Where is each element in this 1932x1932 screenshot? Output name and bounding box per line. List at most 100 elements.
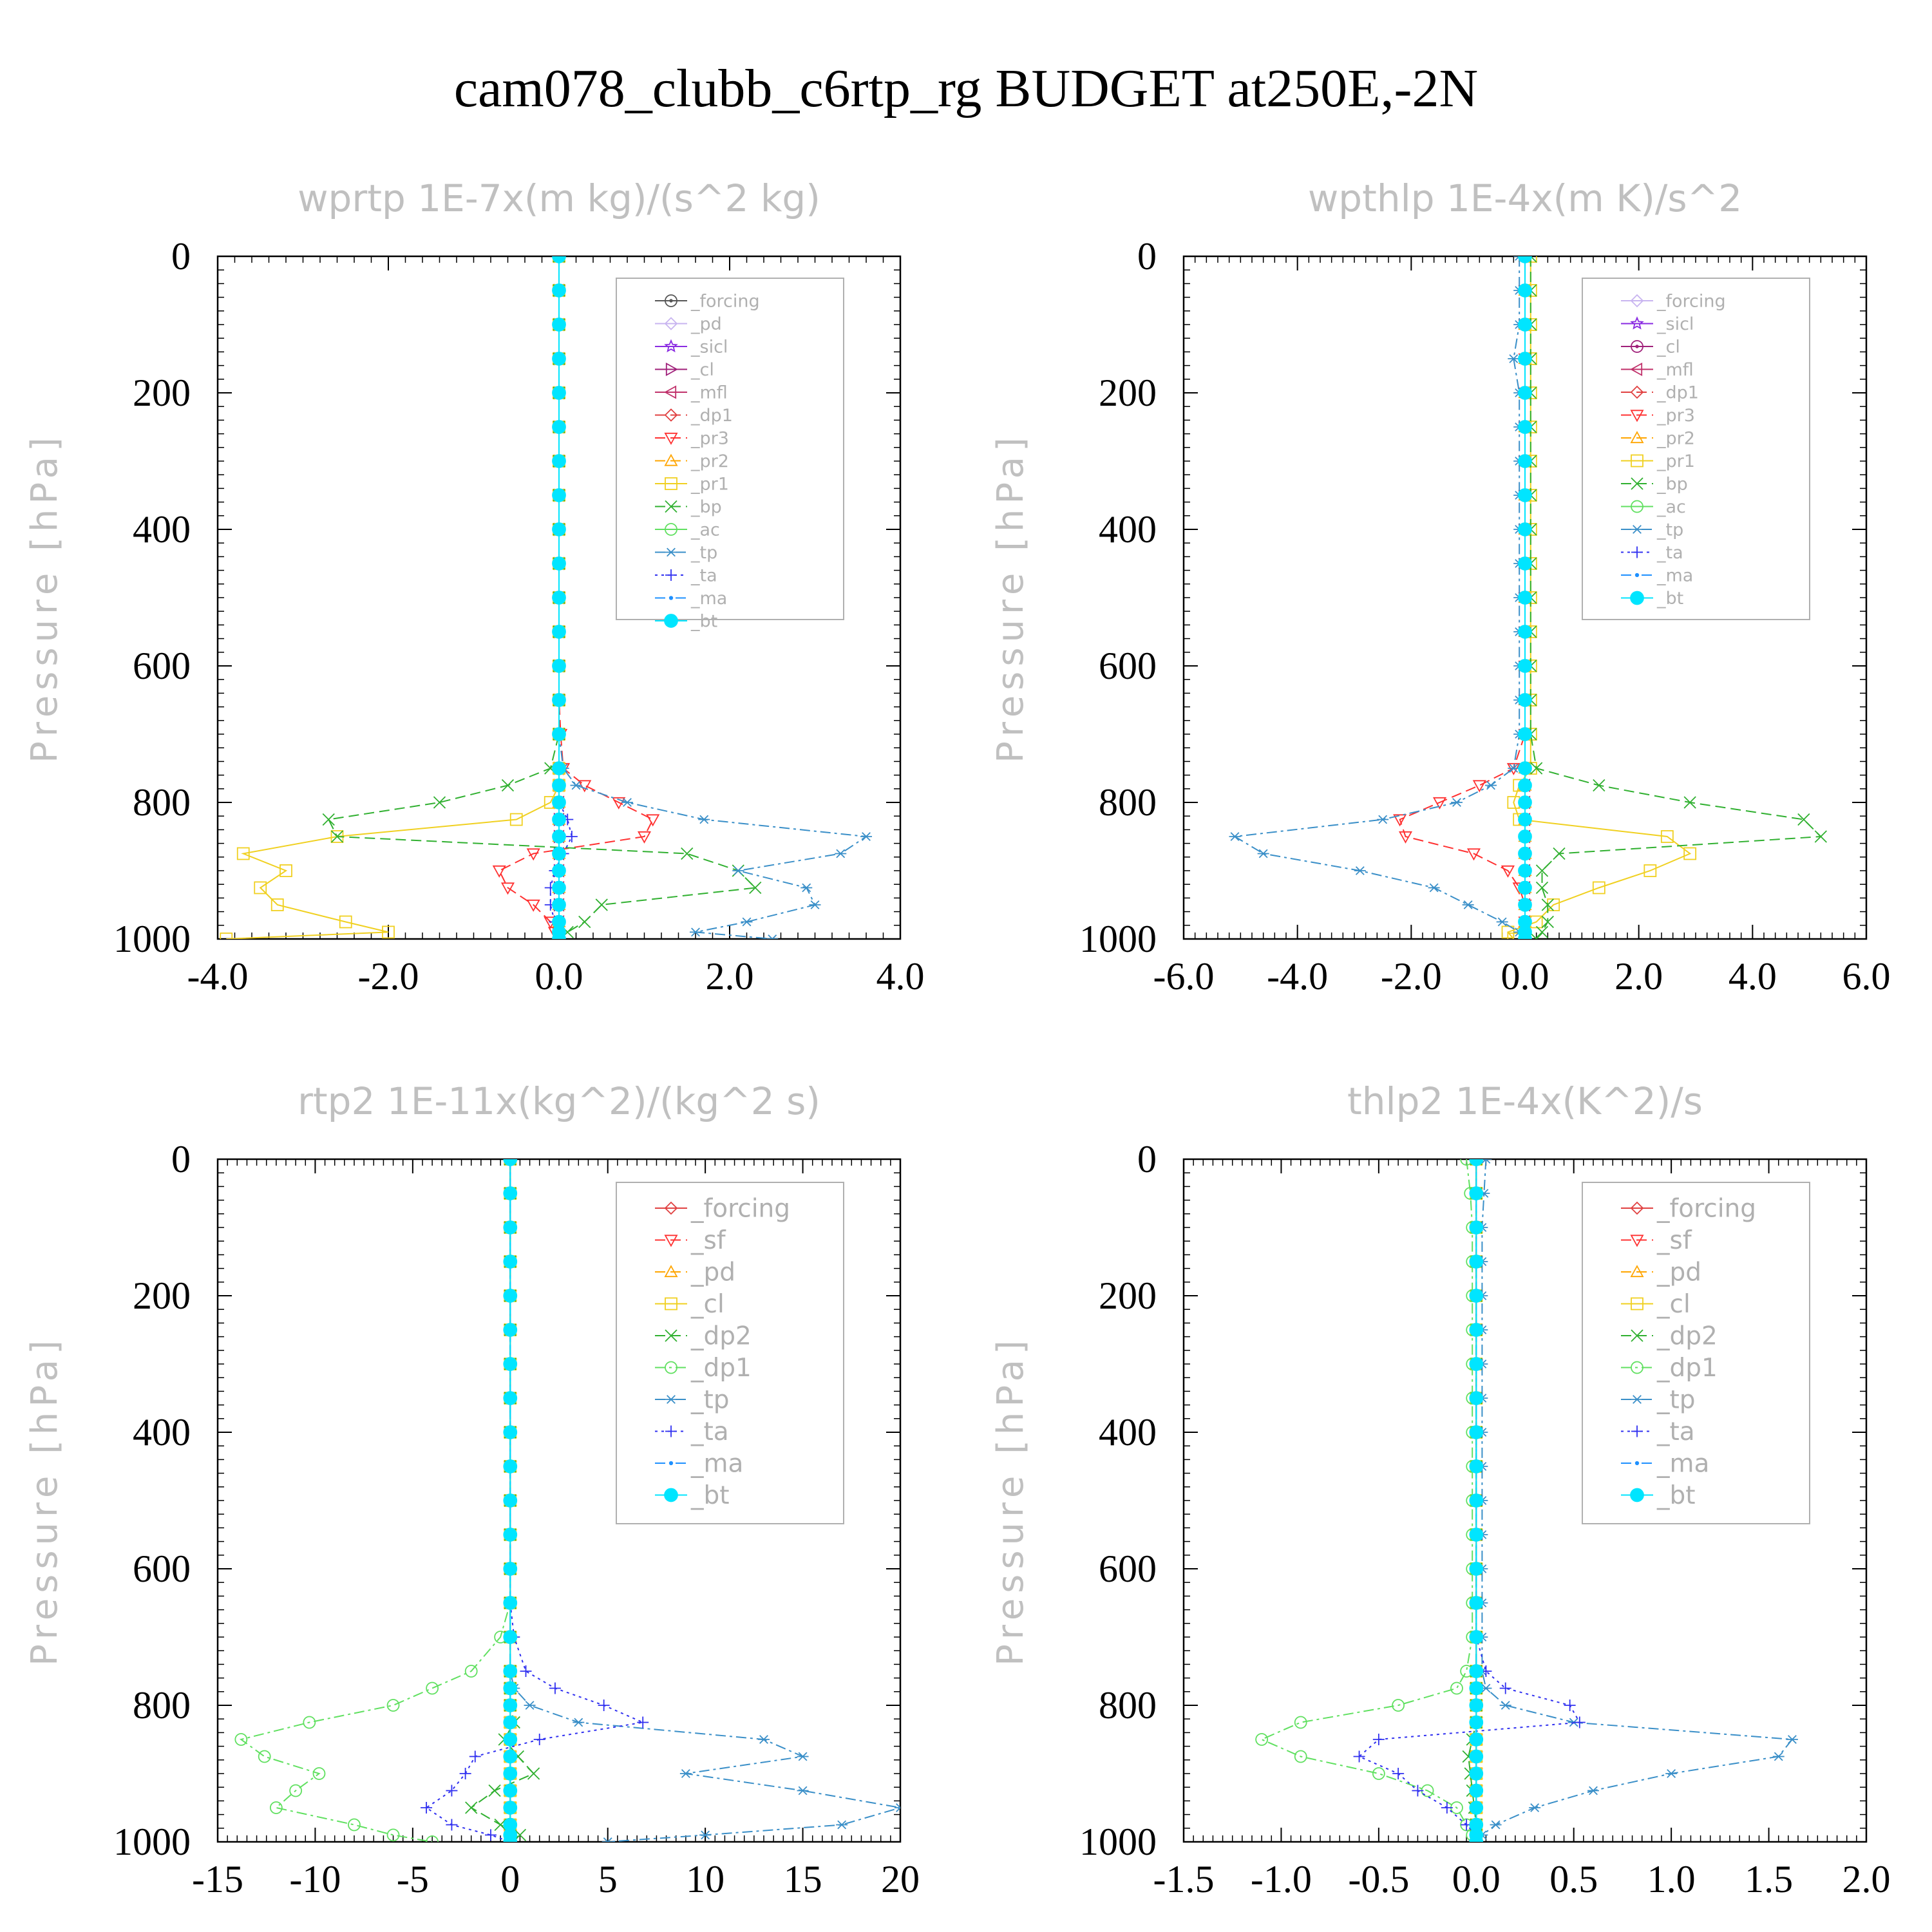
legend-marker xyxy=(664,1488,678,1502)
data-point-dp1 xyxy=(312,1767,326,1780)
legend-label: _bt xyxy=(690,1481,730,1510)
legend-marker xyxy=(1630,362,1643,377)
legend-label: _ma xyxy=(690,1450,743,1479)
legend-marker xyxy=(1634,1461,1640,1466)
data-point-dp2 xyxy=(527,1767,540,1780)
legend-marker xyxy=(665,547,677,557)
legend-label: _pd xyxy=(1656,1258,1701,1287)
legend-marker xyxy=(664,453,678,466)
data-point-ta xyxy=(637,1716,649,1728)
y-tick-label: 400 xyxy=(133,508,191,551)
data-point-bt xyxy=(552,386,566,400)
data-point-dp1 xyxy=(1294,1750,1307,1763)
data-point-bt xyxy=(503,1323,518,1337)
data-point-bp xyxy=(681,847,694,860)
data-point-tp xyxy=(732,866,744,875)
legend-label: _pd xyxy=(690,314,722,334)
data-point-tp xyxy=(1229,832,1241,841)
data-point-bt xyxy=(552,420,566,434)
data-point-dp1 xyxy=(1460,1159,1473,1166)
series-line-tp xyxy=(1233,256,1526,939)
legend-marker xyxy=(1630,591,1644,605)
data-point-pr1 xyxy=(509,813,523,826)
data-point-pr3 xyxy=(1472,780,1486,793)
data-point-pr1 xyxy=(236,847,250,860)
data-point-bt xyxy=(552,880,566,895)
data-point-tp xyxy=(1496,917,1508,927)
legend-marker xyxy=(1630,431,1644,444)
data-point-pr3 xyxy=(1466,848,1481,861)
data-point-bp xyxy=(330,830,344,843)
data-point-bp xyxy=(1797,813,1810,826)
data-point-bt xyxy=(1469,1493,1484,1508)
legend-marker xyxy=(665,1329,677,1342)
marker-ring xyxy=(665,294,677,307)
x-tick-label: 4.0 xyxy=(1728,955,1777,998)
legend-label: _forcing xyxy=(1656,291,1726,311)
data-point-bt xyxy=(1518,846,1532,861)
data-point-dp1 xyxy=(426,1681,439,1695)
data-point-bp xyxy=(501,779,515,792)
data-point-bt xyxy=(1469,1220,1484,1235)
legend-label: _forcing xyxy=(690,1195,790,1224)
x-tick-label: 0 xyxy=(500,1858,520,1900)
data-point-bp xyxy=(322,813,335,826)
data-point-tp xyxy=(1377,815,1389,824)
data-point-ta xyxy=(459,1768,471,1779)
data-point-bp xyxy=(1541,898,1554,911)
legend-label: _dp1 xyxy=(690,406,733,426)
data-point-bt xyxy=(1469,1732,1484,1747)
legend-marker xyxy=(1634,573,1640,578)
data-point-bp xyxy=(1535,925,1549,939)
data-point-ta xyxy=(446,1819,458,1831)
data-point-bt xyxy=(503,1732,518,1747)
data-point-bt xyxy=(1518,829,1532,844)
data-point-bt xyxy=(552,846,566,861)
data-point-bt xyxy=(1469,1357,1484,1371)
y-tick-label: 400 xyxy=(1099,508,1157,551)
legend-marker xyxy=(1631,1395,1643,1404)
data-point-ta xyxy=(533,1734,545,1745)
data-point-bt xyxy=(1469,1159,1484,1166)
legend: _forcing _sicl _cl _mfl _dp1 _pr3_pr2 _pr1 _bp _… xyxy=(1582,278,1810,620)
x-tick-label: 2.0 xyxy=(1842,1858,1891,1900)
data-point-tp xyxy=(1499,1701,1511,1710)
data-point-bp xyxy=(578,915,591,929)
series-group xyxy=(1255,1159,1798,1842)
panel-title: wprtp 1E-7x(m kg)/(s^2 kg) xyxy=(298,176,820,220)
marker-center xyxy=(1635,345,1639,348)
data-point-bt xyxy=(1469,1391,1484,1405)
data-point-bt xyxy=(503,1459,518,1473)
data-point-bt xyxy=(1469,1801,1484,1815)
data-point-bt xyxy=(503,1425,518,1439)
data-point-bt xyxy=(552,454,566,468)
data-point-tp xyxy=(860,832,872,841)
data-point-tp xyxy=(1480,1159,1492,1164)
series-group xyxy=(234,1159,900,1842)
data-point-bt xyxy=(1518,693,1532,707)
data-point-pr1 xyxy=(339,915,352,929)
y-tick-label: 200 xyxy=(133,1274,191,1317)
legend-marker xyxy=(664,339,678,353)
data-point-tp xyxy=(524,1701,536,1710)
data-point-tp xyxy=(1485,781,1497,790)
legend-marker xyxy=(1631,340,1643,353)
data-point-tp xyxy=(766,934,779,939)
legend-marker xyxy=(665,523,677,536)
data-point-bt xyxy=(552,693,566,707)
x-tick-label: -1.0 xyxy=(1251,1858,1312,1900)
data-point-bp xyxy=(1683,796,1696,809)
data-point-dp1 xyxy=(386,1828,400,1842)
data-point-bp xyxy=(1530,933,1543,939)
minor-ticks xyxy=(217,1159,901,1842)
data-point-bp xyxy=(433,796,446,809)
data-point-bt xyxy=(1518,812,1532,827)
legend-marker xyxy=(1631,1297,1643,1311)
legend-label: _pr1 xyxy=(1656,451,1695,471)
y-tick-label: 200 xyxy=(1099,372,1157,414)
data-point-bt xyxy=(552,317,566,332)
data-point-pr3 xyxy=(526,899,540,912)
figure-title: cam078_clubb_c6rtp_rg BUDGET at250E,-2N xyxy=(454,59,1478,118)
data-point-ta xyxy=(1573,1716,1586,1728)
legend-marker xyxy=(664,614,678,628)
